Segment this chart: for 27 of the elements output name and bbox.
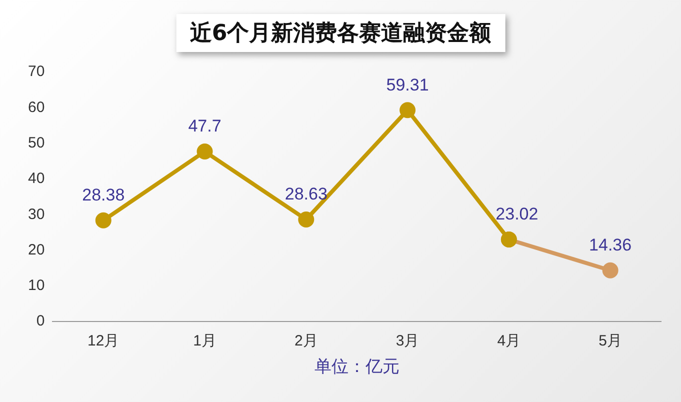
point (196, 144, 213, 160)
y-tick-label: 60 (28, 98, 45, 116)
x-tick-label: 4月 (497, 332, 521, 350)
x-axis-title: 单位：亿元 (314, 357, 400, 378)
data-label: 47.7 (188, 116, 222, 136)
x-tick-label: 5月 (598, 332, 622, 350)
data-label: 23.02 (496, 204, 538, 224)
y-tick-label: 70 (28, 63, 45, 80)
point (95, 212, 112, 228)
point (298, 212, 314, 228)
data-label: 28.38 (82, 186, 125, 205)
y-tick-label: 10 (28, 277, 45, 294)
data-label: 28.63 (284, 184, 328, 204)
y-tick-label: 0 (36, 312, 45, 330)
data-label: 14.36 (589, 236, 632, 255)
point (400, 102, 416, 118)
x-tick-label: 3月 (396, 332, 420, 350)
data-label: 59.31 (386, 75, 429, 94)
point (602, 262, 618, 278)
y-tick-label: 30 (28, 206, 45, 223)
x-tick-label: 1月 (193, 332, 216, 350)
y-tick-label: 20 (28, 241, 45, 258)
x-tick-label: 12月 (88, 332, 120, 350)
chart-title: 近6个月新消费各赛道融资金额 (176, 14, 506, 52)
x-tick-label: 2月 (294, 332, 318, 350)
y-tick-label: 50 (28, 134, 45, 152)
y-tick-label: 40 (28, 170, 45, 188)
